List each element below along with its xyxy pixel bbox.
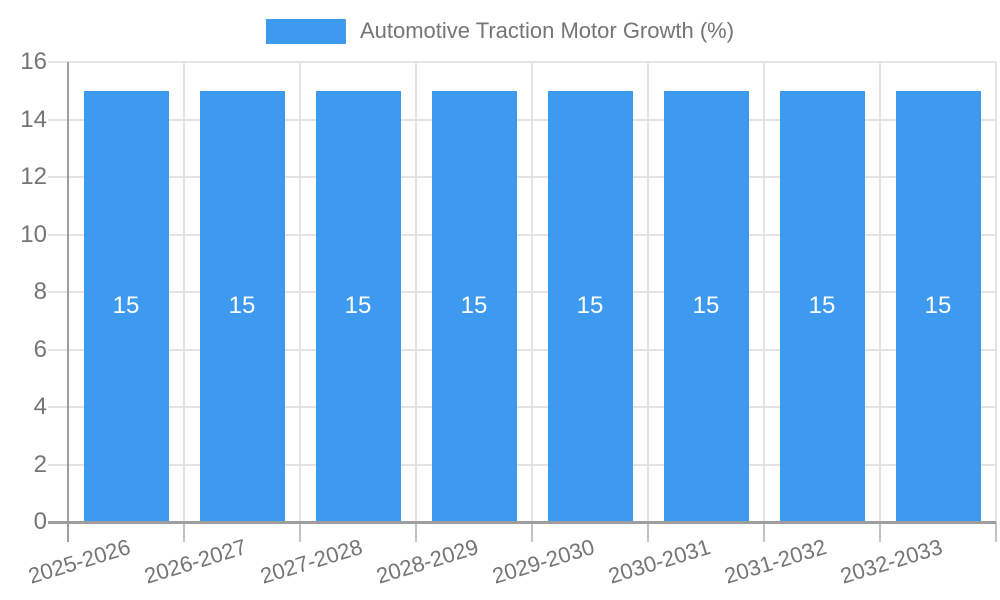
x-axis-tick-mark	[995, 522, 997, 542]
gridline-x-6	[763, 62, 765, 522]
gridline-x-7	[879, 62, 881, 522]
x-axis-line	[48, 521, 996, 524]
gridline-y-6	[48, 348, 996, 351]
bar-value-label: 15	[228, 292, 256, 320]
y-axis-tick-label: 14	[20, 105, 47, 133]
gridline-x-3	[415, 62, 417, 522]
bar-2032-2033[interactable]	[895, 90, 981, 522]
y-axis-tick-label: 2	[33, 450, 47, 478]
y-axis-tick-label: 0	[33, 508, 47, 535]
gridline-x-2	[299, 62, 301, 522]
bar-value-label: 15	[576, 292, 604, 320]
gridline-y-10	[48, 233, 996, 236]
legend-label: Automotive Traction Motor Growth (%)	[359, 18, 735, 43]
x-axis-tick-mark	[647, 522, 649, 542]
y-axis-tick-label: 12	[20, 163, 47, 190]
bar-value-label: 15	[344, 292, 372, 320]
gridline-y-2	[48, 463, 996, 466]
x-axis-tick-mark	[879, 522, 881, 542]
x-axis-tick-mark	[183, 522, 185, 542]
y-axis-tick-label: 4	[33, 393, 47, 420]
y-axis-tick-label: 16	[20, 48, 47, 75]
bar-value-label: 15	[112, 292, 140, 320]
gridline-x-8	[995, 62, 997, 522]
gridline-y-4	[48, 406, 996, 408]
x-axis-tick-mark	[763, 522, 765, 542]
y-axis-tick-label: 10	[20, 220, 47, 248]
y-axis-tick-label: 8	[33, 278, 47, 305]
x-axis-tick-mark	[299, 522, 301, 542]
y-axis-line	[67, 62, 69, 542]
legend-swatch	[265, 18, 346, 44]
gridline-y-16	[48, 61, 996, 63]
gridline-x-5	[647, 62, 649, 522]
x-axis-tick-mark	[415, 522, 417, 542]
bar-2031-2032[interactable]	[779, 90, 865, 522]
bar-value-label: 15	[460, 292, 488, 320]
bar-2029-2030[interactable]	[547, 90, 633, 522]
bar-2027-2028[interactable]	[315, 90, 401, 522]
y-axis-tick-label: 6	[33, 335, 47, 363]
bar-value-label: 15	[692, 292, 720, 320]
gridline-y-12	[48, 176, 996, 178]
bar-value-label: 15	[924, 292, 952, 320]
bar-2025-2026[interactable]	[83, 90, 169, 522]
chart-legend[interactable]: Automotive Traction Motor Growth (%)	[265, 18, 735, 44]
bar-2026-2027[interactable]	[199, 90, 285, 522]
bar-2030-2031[interactable]	[663, 90, 749, 522]
bar-2028-2029[interactable]	[431, 90, 517, 522]
bar-value-label: 15	[808, 292, 836, 320]
gridline-x-4	[531, 62, 533, 522]
gridline-y-8	[48, 291, 996, 293]
x-axis-tick-mark	[531, 522, 533, 542]
gridline-x-1	[183, 62, 185, 522]
gridline-y-14	[48, 118, 996, 121]
